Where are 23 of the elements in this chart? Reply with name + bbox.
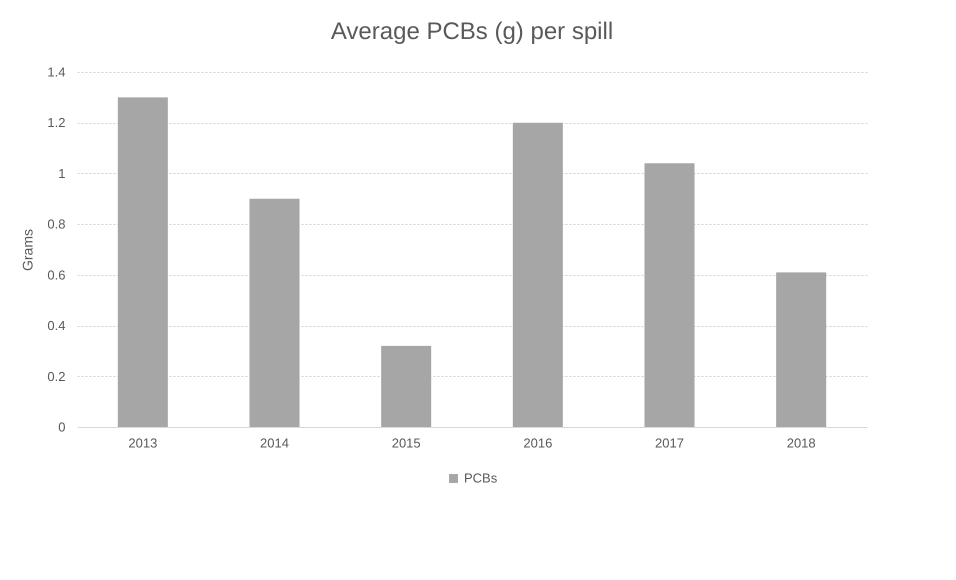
x-tick-label: 2013 <box>128 436 158 450</box>
y-tick-label: 1.2 <box>47 115 66 130</box>
x-tick-label: 2018 <box>786 436 816 450</box>
bar <box>644 163 695 427</box>
y-tick-label: 1 <box>58 166 66 181</box>
y-axis-title: Grams <box>19 229 36 271</box>
bar <box>512 122 563 427</box>
bar <box>249 198 300 427</box>
y-tick-label: 1.4 <box>47 64 66 80</box>
legend-label: PCBs <box>464 470 498 486</box>
y-tick-label: 0.2 <box>47 368 66 384</box>
x-tick-label: 2015 <box>392 436 421 450</box>
x-tick-label: 2017 <box>655 436 684 450</box>
x-tick-label: 2016 <box>523 436 552 450</box>
bar <box>118 97 168 427</box>
bar <box>381 346 432 427</box>
y-tick-label: 0.4 <box>47 318 66 334</box>
bar <box>776 272 826 427</box>
chart-title: Average PCBs (g) per spill <box>330 18 614 45</box>
y-tick-label: 0 <box>58 420 66 434</box>
x-tick-label: 2014 <box>260 436 289 450</box>
y-tick-label: 0.8 <box>47 216 66 232</box>
y-tick-label: 0.6 <box>47 267 66 282</box>
